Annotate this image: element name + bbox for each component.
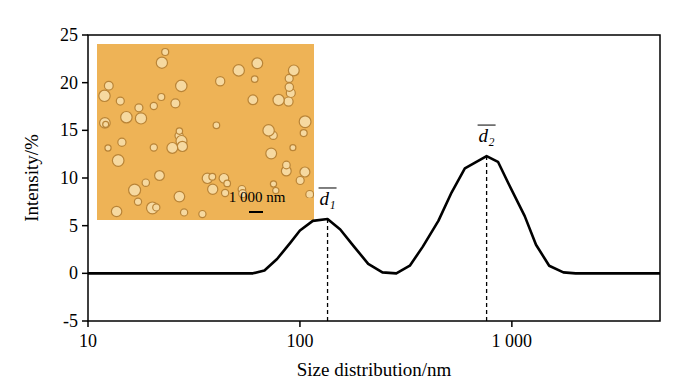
y-tick-label: 15 [60, 120, 78, 140]
inset-particle [222, 189, 229, 196]
inset-particle [224, 180, 231, 187]
inset-particle [263, 125, 274, 136]
y-tick-label: 0 [69, 263, 78, 283]
inset-particle [213, 122, 220, 129]
inset-particle [129, 184, 141, 196]
inset-particle [216, 77, 225, 86]
y-tick-label: 25 [60, 25, 78, 45]
x-tick-label: 10 [79, 331, 97, 351]
inset-particle [266, 148, 277, 159]
inset-particle [112, 155, 124, 167]
inset-particle [134, 198, 141, 205]
inset-particle [118, 138, 126, 146]
x-axis-label: Size distribution/nm [297, 359, 452, 380]
peak-label: d₁ [320, 188, 336, 209]
y-axis-label: Intensity/% [21, 134, 42, 222]
inset-particle [162, 49, 169, 56]
data-line [88, 156, 660, 273]
inset-particle [167, 143, 178, 154]
inset-particle [233, 65, 244, 76]
y-tick [82, 320, 88, 322]
peak-marker-line [327, 219, 328, 321]
y-tick [82, 225, 88, 227]
inset-particle [100, 118, 111, 129]
inset-particle [285, 83, 293, 91]
inset-particle [252, 58, 263, 69]
inset-particle [296, 177, 304, 185]
x-tick-label: 100 [286, 331, 313, 351]
inset-particle [150, 144, 157, 151]
x-tick [87, 321, 89, 327]
y-tick-label: 10 [60, 168, 78, 188]
inset-particle [290, 145, 296, 151]
inset-particle [181, 209, 188, 216]
peak-label-overline [478, 125, 496, 126]
inset-particle [156, 57, 167, 68]
inset-particle [176, 128, 182, 134]
inset-particle [121, 112, 132, 123]
inset-particle [300, 130, 307, 137]
inset-particle [116, 97, 124, 105]
inset-particle [177, 141, 187, 151]
inset-particle [104, 81, 113, 90]
inset-particle [171, 99, 180, 108]
x-tick [299, 321, 301, 327]
inset-particle [288, 65, 299, 76]
inset-particle [270, 181, 276, 187]
inset-particle [248, 95, 258, 105]
inset-particle [153, 204, 160, 211]
y-tick-label: 5 [69, 216, 78, 236]
chart-container: 1 000 nm -5 0 5 10 15 20 25 10 100 1 000 Size distr… [0, 0, 694, 385]
inset-particle [155, 171, 165, 181]
inset-particle [111, 206, 121, 216]
inset-particle [135, 113, 146, 124]
y-tick-label: 20 [60, 73, 78, 93]
plot-area [88, 156, 660, 321]
inset-particle [284, 97, 293, 106]
inset-particle [300, 167, 310, 177]
inset-particle [103, 121, 109, 127]
y-tick [82, 273, 88, 275]
y-tick [82, 177, 88, 179]
inset-image [97, 44, 314, 220]
plot-frame [88, 35, 660, 321]
inset-particle [299, 116, 311, 128]
chart-svg: 1 000 nm -5 0 5 10 15 20 25 10 100 1 000 Size distr… [0, 0, 694, 385]
scale-bar [249, 211, 263, 213]
inset-particle [208, 184, 218, 194]
y-tick-label: -5 [63, 311, 78, 331]
inset-particle [306, 191, 314, 199]
peak-marker-line [486, 156, 487, 321]
x-tick-label: 1 000 [492, 331, 533, 351]
inset-particle [158, 94, 165, 101]
peak-label-overline [319, 187, 337, 188]
inset-particle [199, 211, 206, 218]
inset-particle [135, 104, 143, 112]
inset-particle [174, 191, 185, 202]
x-tick [511, 321, 513, 327]
inset-particle [105, 145, 111, 151]
inset-particle [176, 80, 187, 91]
inset-particle [99, 90, 110, 101]
inset-particle [251, 76, 258, 83]
inset-particle [150, 102, 157, 109]
inset-particle [209, 173, 216, 180]
peak-label: d₂ [479, 125, 496, 146]
scale-bar-label: 1 000 nm [229, 189, 286, 205]
inset-particle [273, 94, 284, 105]
inset-particle [142, 179, 149, 186]
inset-background [97, 44, 314, 220]
y-tick [82, 130, 88, 132]
inset-particle [283, 161, 291, 169]
y-tick [82, 82, 88, 84]
y-tick [82, 34, 88, 36]
